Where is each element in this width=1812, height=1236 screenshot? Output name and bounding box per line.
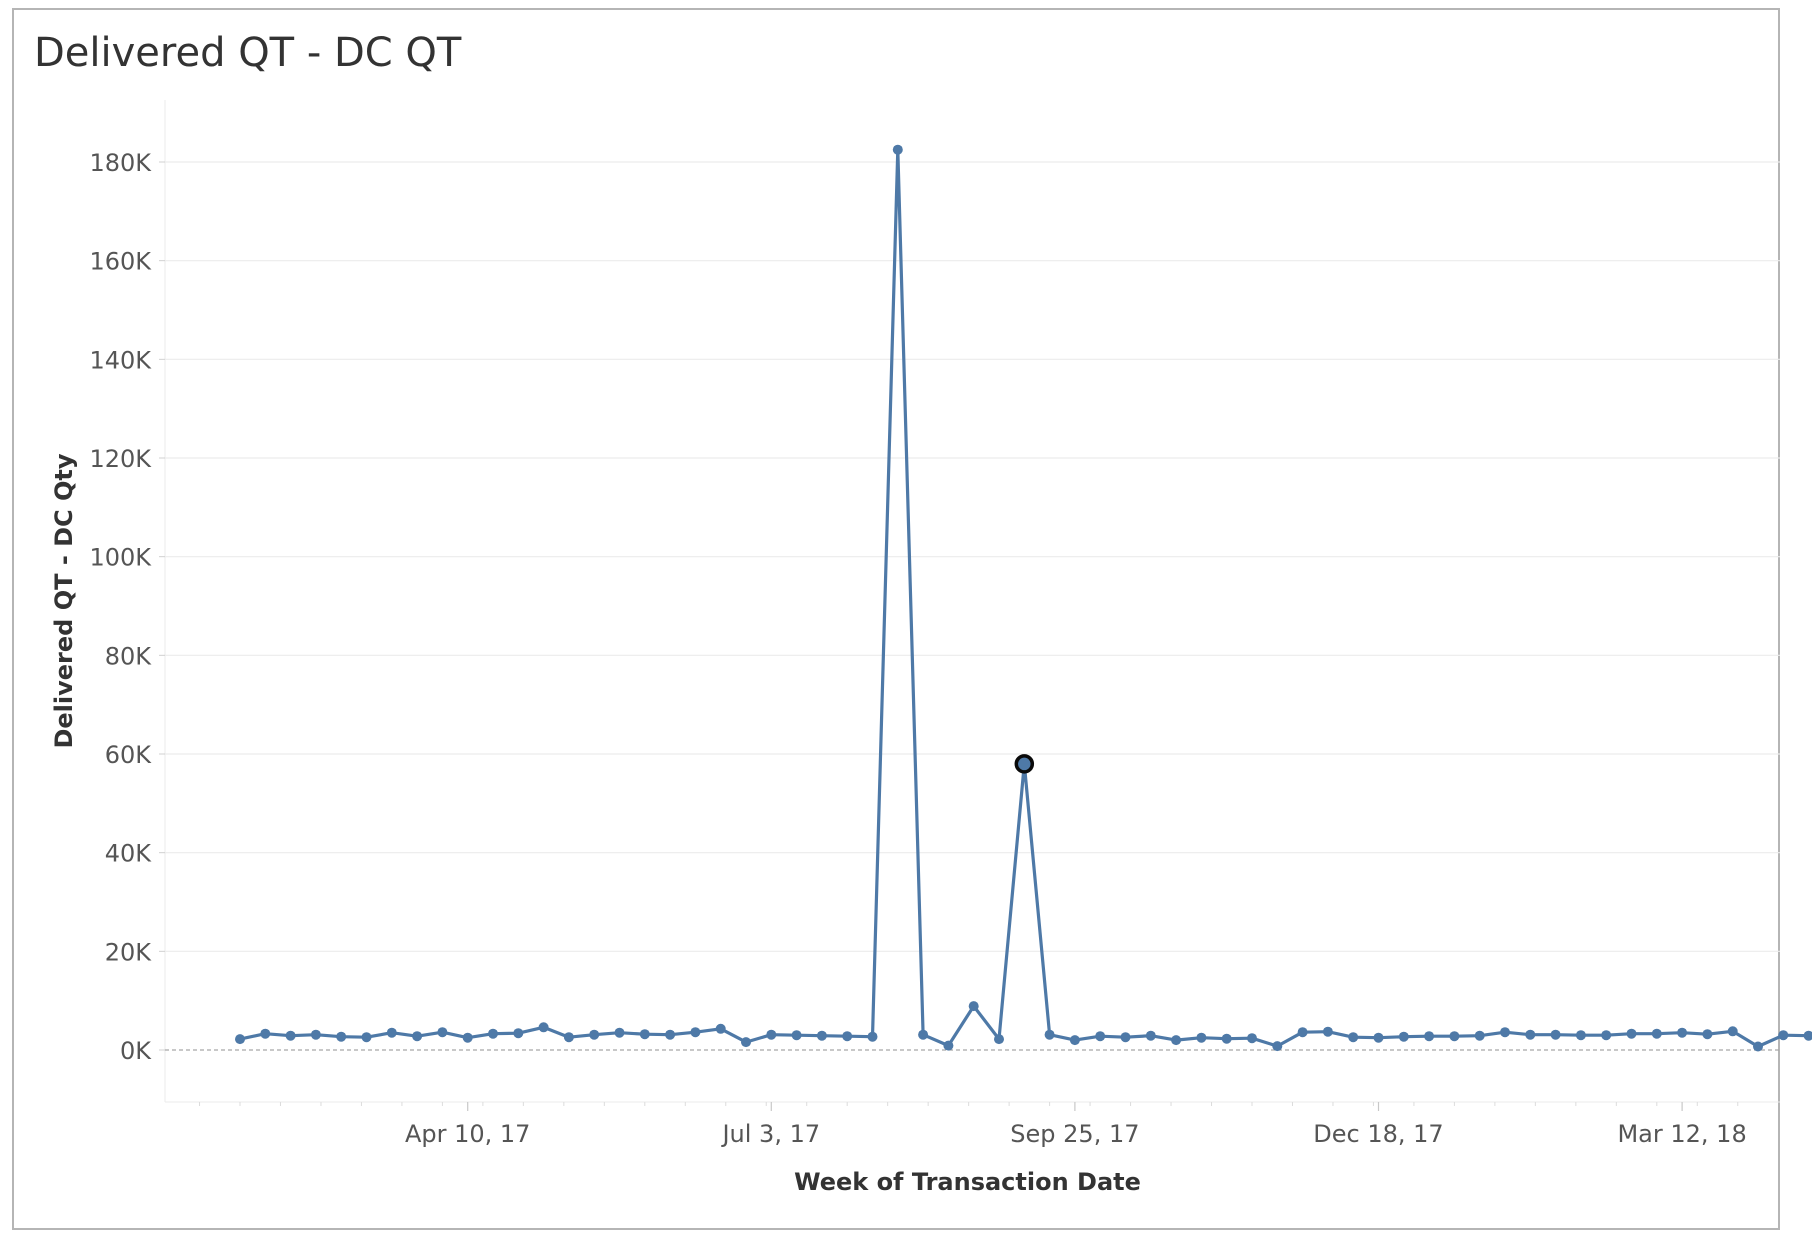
data-point[interactable] (1373, 1032, 1384, 1043)
data-point[interactable] (235, 1034, 245, 1045)
y-axis-ticks: 0K 20K 40K 60K 80K 100K 120K 140K 160K 180K (89, 149, 165, 1065)
data-point[interactable] (462, 1032, 473, 1043)
data-point[interactable] (437, 1027, 448, 1038)
data-point[interactable] (918, 1029, 929, 1040)
data-point[interactable] (1727, 1026, 1738, 1037)
data-point[interactable] (639, 1029, 650, 1040)
data-point[interactable] (412, 1031, 423, 1042)
data-point[interactable] (1500, 1027, 1510, 1038)
data-point[interactable] (1297, 1027, 1308, 1038)
x-axis-ticks: Apr 10, 17 Jul 3, 17 Sep 25, 17 Dec 18, 17 M… (199, 1102, 1747, 1148)
data-point[interactable] (1069, 1035, 1080, 1046)
y-tick-label: 60K (105, 741, 153, 769)
y-tick-label: 160K (89, 248, 152, 276)
data-point[interactable] (867, 1031, 878, 1042)
data-point[interactable] (1803, 1030, 1812, 1041)
data-point[interactable] (1221, 1033, 1232, 1044)
y-tick-label: 40K (105, 840, 153, 868)
series-line (239, 148, 1812, 1049)
data-point[interactable] (1778, 1030, 1789, 1041)
data-point[interactable] (690, 1027, 701, 1038)
data-point[interactable] (1550, 1029, 1561, 1040)
data-point[interactable] (1651, 1028, 1662, 1039)
data-point[interactable] (1753, 1041, 1763, 1052)
data-point[interactable] (842, 1031, 853, 1042)
data-point[interactable] (1474, 1030, 1485, 1041)
data-point[interactable] (1398, 1031, 1409, 1042)
data-point[interactable] (336, 1031, 347, 1042)
data-point[interactable] (715, 1023, 726, 1034)
data-point[interactable] (589, 1029, 600, 1040)
data-point[interactable] (1272, 1041, 1283, 1052)
data-point[interactable] (1424, 1031, 1435, 1042)
data-point[interactable] (513, 1028, 524, 1039)
x-tick-label: Jul 3, 17 (720, 1120, 820, 1148)
x-tick-label: Apr 10, 17 (405, 1120, 530, 1148)
data-point[interactable] (1601, 1030, 1612, 1041)
x-axis-title: Week of Transaction Date (794, 1168, 1141, 1196)
x-tick-label: Mar 12, 18 (1617, 1120, 1746, 1148)
data-point[interactable] (816, 1030, 827, 1041)
data-point[interactable] (386, 1027, 397, 1038)
data-point[interactable] (614, 1027, 625, 1038)
data-point[interactable] (1171, 1035, 1182, 1046)
data-point[interactable] (1120, 1032, 1131, 1043)
data-point[interactable] (1677, 1027, 1688, 1038)
data-point[interactable] (488, 1028, 498, 1039)
data-point[interactable] (1626, 1028, 1637, 1039)
data-point[interactable] (285, 1030, 296, 1041)
data-point[interactable] (968, 1001, 979, 1012)
data-point[interactable] (1575, 1030, 1586, 1041)
y-axis-title: Delivered QT - DC Qty (50, 453, 78, 748)
data-point[interactable] (892, 144, 903, 155)
highlighted-data-point[interactable] (1014, 754, 1035, 774)
data-point[interactable] (665, 1029, 676, 1040)
data-point[interactable] (943, 1040, 954, 1051)
x-tick-label: Sep 25, 17 (1010, 1120, 1139, 1148)
data-point[interactable] (791, 1030, 802, 1041)
y-tick-label: 140K (89, 346, 152, 374)
data-point[interactable] (310, 1029, 321, 1040)
data-point[interactable] (994, 1034, 1004, 1045)
data-point[interactable] (1145, 1030, 1156, 1041)
x-tick-label: Dec 18, 17 (1313, 1120, 1443, 1148)
data-point[interactable] (1449, 1031, 1460, 1042)
data-point[interactable] (1196, 1032, 1207, 1043)
data-point[interactable] (1095, 1031, 1106, 1042)
data-point[interactable] (1247, 1033, 1257, 1044)
data-point[interactable] (1525, 1029, 1536, 1040)
y-tick-label: 120K (89, 445, 152, 473)
data-point[interactable] (361, 1032, 372, 1043)
y-tick-label: 0K (120, 1037, 152, 1065)
data-point[interactable] (1702, 1029, 1713, 1040)
data-point[interactable] (1348, 1032, 1359, 1043)
data-point[interactable] (1322, 1026, 1333, 1037)
gridlines (164, 100, 1780, 1103)
y-tick-label: 180K (89, 149, 152, 177)
data-point[interactable] (741, 1037, 751, 1048)
data-point[interactable] (563, 1032, 574, 1043)
data-point[interactable] (1044, 1029, 1055, 1040)
chart-title: Delivered QT - DC QT (34, 30, 462, 76)
y-tick-label: 80K (105, 642, 153, 670)
data-point[interactable] (538, 1022, 549, 1033)
series-layer (235, 144, 1812, 1052)
data-point[interactable] (766, 1029, 777, 1040)
y-tick-label: 20K (105, 938, 153, 966)
y-tick-label: 100K (89, 544, 152, 572)
data-point[interactable] (260, 1028, 271, 1039)
